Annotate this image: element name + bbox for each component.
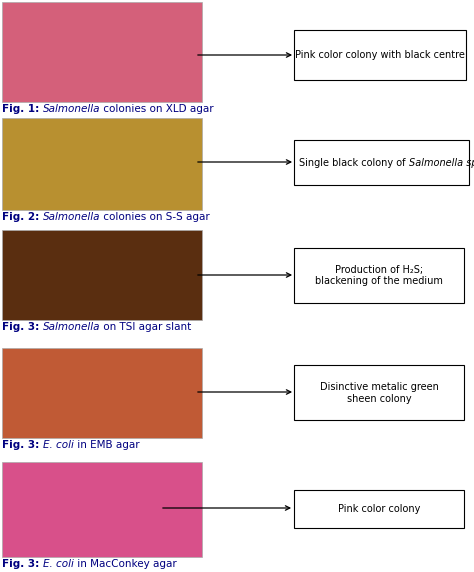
Bar [294, 248, 464, 303]
Bar [294, 365, 464, 420]
Bar [2, 118, 202, 210]
Bar [2, 230, 202, 320]
Bar [294, 30, 466, 80]
Text: Salmonella: Salmonella [43, 212, 100, 222]
Text: Salmonella: Salmonella [43, 104, 100, 114]
Text: Fig. 3:: Fig. 3: [2, 559, 43, 569]
Text: E. coli: E. coli [43, 440, 74, 450]
Text: in EMB agar: in EMB agar [74, 440, 139, 450]
Text: colonies on S-S agar: colonies on S-S agar [100, 212, 210, 222]
Bar [2, 462, 202, 557]
Text: Production of H₂S;: Production of H₂S; [335, 264, 423, 275]
Text: on TSI agar slant: on TSI agar slant [100, 322, 191, 332]
Bar [2, 2, 202, 102]
Text: Fig. 1:: Fig. 1: [2, 104, 43, 114]
Text: Fig. 3:: Fig. 3: [2, 440, 43, 450]
Text: Disinctive metalic green: Disinctive metalic green [319, 382, 438, 391]
Text: Pink color colony with black centre: Pink color colony with black centre [295, 50, 465, 60]
Text: sheen colony: sheen colony [346, 394, 411, 403]
Bar [2, 348, 202, 438]
Bar [294, 140, 469, 185]
Text: Salmonella spp.: Salmonella spp. [409, 157, 474, 168]
Text: in MacConkey agar: in MacConkey agar [74, 559, 176, 569]
Text: colonies on XLD agar: colonies on XLD agar [100, 104, 214, 114]
Text: Pink color colony: Pink color colony [338, 504, 420, 514]
Text: Single black colony of: Single black colony of [299, 157, 409, 168]
Text: Salmonella: Salmonella [43, 322, 100, 332]
Text: Fig. 3:: Fig. 3: [2, 322, 43, 332]
Bar [294, 490, 464, 528]
Text: blackening of the medium: blackening of the medium [315, 276, 443, 287]
Text: Fig. 2:: Fig. 2: [2, 212, 43, 222]
Text: E. coli: E. coli [43, 559, 74, 569]
